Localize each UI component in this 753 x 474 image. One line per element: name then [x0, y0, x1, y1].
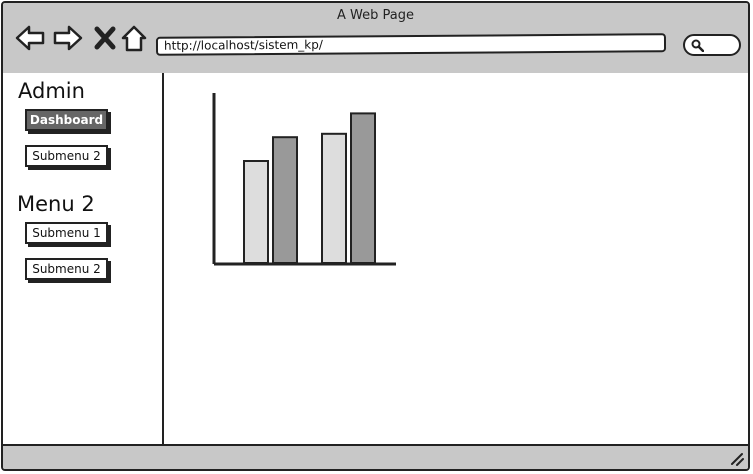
chart-bar [321, 132, 347, 264]
chart-bar [350, 112, 376, 265]
sidebar-item-submenu-2[interactable]: Submenu 2 [25, 145, 108, 167]
sidebar-item-dashboard[interactable]: Dashboard [25, 109, 108, 131]
title-bar: A Web Page http://localhost/sistem_kp/ [3, 3, 748, 75]
sidebar-section-title: Admin [18, 79, 85, 103]
main-content [164, 73, 748, 446]
status-bar [3, 444, 748, 469]
sidebar: Admin Dashboard Submenu 2 Menu 2 Submenu… [3, 73, 164, 446]
search-icon [691, 39, 704, 52]
sidebar-section-title: Menu 2 [17, 192, 95, 216]
chart-bar [243, 160, 269, 264]
forward-icon[interactable] [53, 23, 83, 53]
sidebar-item-submenu-1[interactable]: Submenu 1 [25, 222, 108, 244]
address-bar[interactable]: http://localhost/sistem_kp/ [155, 33, 667, 56]
sidebar-item-submenu-2[interactable]: Submenu 2 [25, 258, 108, 280]
back-icon[interactable] [15, 23, 45, 53]
search-field[interactable] [683, 34, 741, 56]
resize-grip-icon[interactable] [728, 450, 744, 466]
chart-bar [272, 136, 298, 264]
close-icon[interactable] [91, 23, 121, 53]
home-icon[interactable] [119, 23, 149, 53]
window-title: A Web Page [337, 8, 414, 23]
bar-chart [212, 93, 396, 266]
